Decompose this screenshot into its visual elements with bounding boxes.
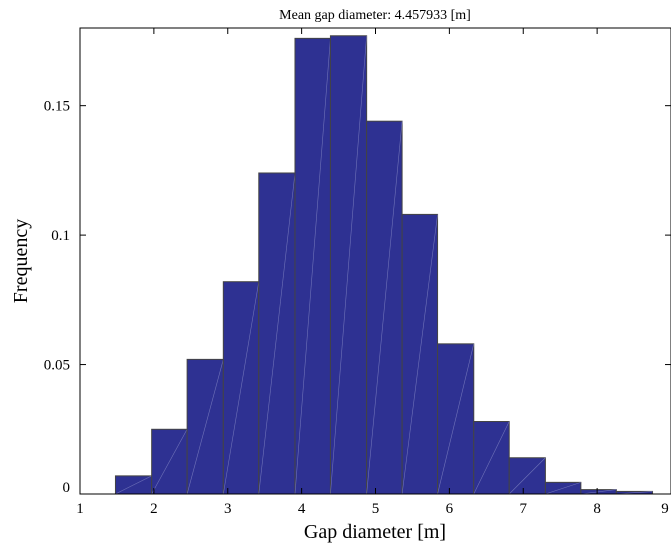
bar-diagonal-artifact xyxy=(401,214,438,495)
bar-diagonal-artifact xyxy=(473,421,510,495)
y-tick-label: 0.15 xyxy=(44,99,70,115)
bar-diagonal-artifact xyxy=(186,359,224,495)
bar-diagonal-artifact xyxy=(437,343,475,495)
y-tick-label: 0.05 xyxy=(44,358,70,374)
bar-diagonal-artifact xyxy=(366,121,403,495)
y-tick-label: 0.1 xyxy=(51,228,70,244)
x-tick-label: 5 xyxy=(372,501,380,517)
bars-group xyxy=(114,35,654,495)
x-tick-label: 3 xyxy=(224,501,232,517)
bar-diagonal-artifact xyxy=(258,172,296,495)
x-tick-label: 9 xyxy=(661,501,669,517)
x-tick-label: 1 xyxy=(76,501,84,517)
x-tick-label: 8 xyxy=(593,501,601,517)
bar-diagonal-artifact xyxy=(580,489,617,495)
ticks-group: 1 2 3 4 5 6 7 8 9 0 0.05 0.1 0.15 xyxy=(44,28,671,517)
bar-diagonal-artifact xyxy=(223,281,260,495)
x-tick-label: 6 xyxy=(446,501,454,517)
bar-diagonal-artifact xyxy=(508,457,546,495)
y-tick-label: 0 xyxy=(63,480,71,496)
bar-diagonal-artifact xyxy=(330,35,367,495)
chart-title: Mean gap diameter: 4.457933 [m] xyxy=(279,8,471,23)
y-axis-label: Frequency xyxy=(10,219,32,303)
bar-diagonal-artifact xyxy=(115,475,152,495)
bar-diagonal-artifact xyxy=(545,482,581,495)
bar-diagonal-artifact xyxy=(151,429,188,495)
x-tick-label: 2 xyxy=(150,501,158,517)
x-tick-label: 4 xyxy=(298,501,306,517)
x-axis-label: Gap diameter [m] xyxy=(304,521,446,543)
bar-diagonal-artifact xyxy=(294,38,331,495)
x-tick-label: 7 xyxy=(520,501,528,517)
